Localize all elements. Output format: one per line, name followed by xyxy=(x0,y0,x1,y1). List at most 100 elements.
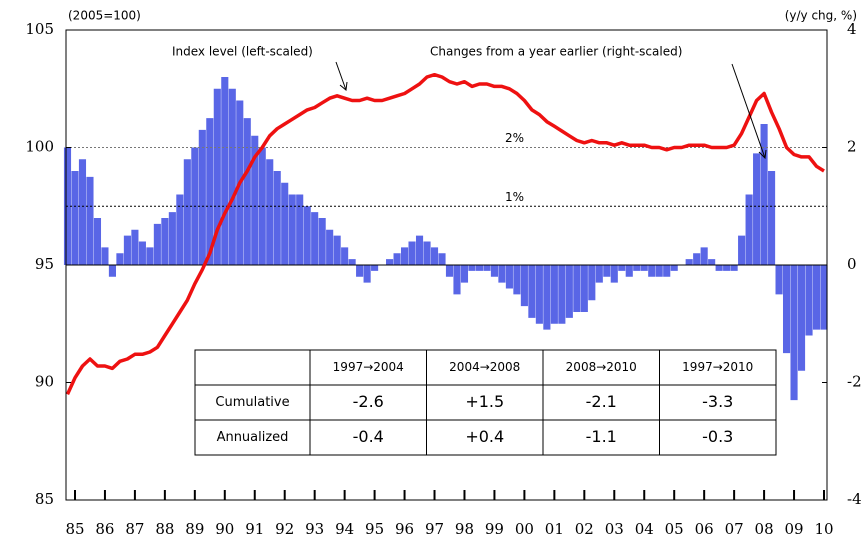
table-cell: +1.5 xyxy=(465,392,504,411)
y-tick-label: 85 xyxy=(35,490,54,508)
bar xyxy=(423,241,431,265)
bar xyxy=(393,253,401,265)
bar xyxy=(565,265,573,318)
bar xyxy=(168,212,176,265)
bar xyxy=(618,265,626,271)
bar xyxy=(708,259,716,265)
bar xyxy=(146,247,154,265)
bar xyxy=(550,265,558,324)
y2-tick-label: 4 xyxy=(847,20,857,38)
table-row-label: Annualized xyxy=(217,430,289,445)
bar xyxy=(371,265,379,271)
x-tick-label: 88 xyxy=(155,520,174,538)
bar xyxy=(445,265,454,277)
bar xyxy=(820,265,828,330)
bar xyxy=(460,265,469,283)
bar xyxy=(775,265,783,295)
arrow-head xyxy=(339,81,348,91)
y-tick-label: 105 xyxy=(25,20,54,38)
y-tick-label: 95 xyxy=(35,255,54,273)
bar xyxy=(348,259,356,265)
bar xyxy=(753,153,761,265)
bar xyxy=(573,265,581,312)
table-header: 1997→2010 xyxy=(682,360,753,374)
bar xyxy=(363,265,371,283)
bar xyxy=(663,265,671,277)
table-cell: -3.3 xyxy=(702,392,733,411)
bar xyxy=(520,265,528,307)
bar xyxy=(700,247,708,265)
y-axis-label: (2005=100) xyxy=(68,9,141,23)
bar xyxy=(588,265,596,301)
table-cell: -1.1 xyxy=(586,427,617,446)
x-tick-label: 93 xyxy=(305,520,324,538)
table-cell: -0.3 xyxy=(702,427,733,446)
bar xyxy=(131,229,139,265)
x-tick-label: 99 xyxy=(485,520,504,538)
bar xyxy=(625,265,633,277)
x-tick-label: 02 xyxy=(575,520,594,538)
annotation-arrow xyxy=(731,63,766,159)
bar xyxy=(281,182,289,265)
x-tick-label: 95 xyxy=(365,520,384,538)
bar xyxy=(296,194,304,265)
bar xyxy=(266,159,274,265)
bar xyxy=(176,194,184,265)
bar xyxy=(318,218,326,265)
bar xyxy=(797,265,806,371)
bar xyxy=(93,218,102,265)
bar xyxy=(483,265,491,271)
bar xyxy=(595,265,603,283)
x-tick-label: 00 xyxy=(515,520,534,538)
annotation-arrow xyxy=(335,61,347,91)
bar xyxy=(101,247,109,265)
table-background xyxy=(194,349,777,456)
table-cell: -0.4 xyxy=(353,427,384,446)
bar xyxy=(430,247,439,265)
bar xyxy=(468,265,476,271)
y2-axis-label: (y/y chg, %) xyxy=(785,9,857,23)
bar xyxy=(71,171,79,265)
y2-tick-label: 0 xyxy=(847,255,857,273)
table-cell: +0.4 xyxy=(465,427,504,446)
table-header: 1997→2004 xyxy=(333,360,404,374)
bar xyxy=(505,265,513,289)
table-cell: -2.6 xyxy=(353,392,384,411)
bar xyxy=(251,135,259,265)
bar xyxy=(288,194,296,265)
bar xyxy=(730,265,738,271)
index-line xyxy=(65,72,825,396)
bar xyxy=(670,265,678,271)
bar xyxy=(213,88,221,265)
x-tick-label: 04 xyxy=(635,520,654,538)
bar xyxy=(768,171,776,265)
bar xyxy=(528,265,536,318)
bar xyxy=(78,159,87,265)
reference-label: 1% xyxy=(505,190,524,204)
bar xyxy=(243,118,251,265)
x-tick-label: 89 xyxy=(185,520,204,538)
bars xyxy=(63,77,828,401)
bar xyxy=(633,265,641,271)
bar xyxy=(490,265,498,277)
x-tick-label: 03 xyxy=(605,520,624,538)
bar xyxy=(161,218,169,265)
annotation: Changes from a year earlier (right-scale… xyxy=(430,45,682,59)
bar xyxy=(760,124,768,265)
bar xyxy=(685,259,693,265)
bar xyxy=(738,235,746,265)
bar xyxy=(745,194,753,265)
bar xyxy=(228,88,236,265)
x-tick-label: 97 xyxy=(425,520,444,538)
bar xyxy=(206,118,214,265)
bar xyxy=(273,171,281,265)
y-tick-label: 100 xyxy=(25,138,54,156)
reference-lines: 2% 1% xyxy=(66,131,827,266)
x-tick-label: 96 xyxy=(395,520,414,538)
bar xyxy=(610,265,618,283)
bar xyxy=(475,265,484,271)
bar xyxy=(558,265,566,324)
bar xyxy=(715,265,723,271)
bar xyxy=(183,159,191,265)
